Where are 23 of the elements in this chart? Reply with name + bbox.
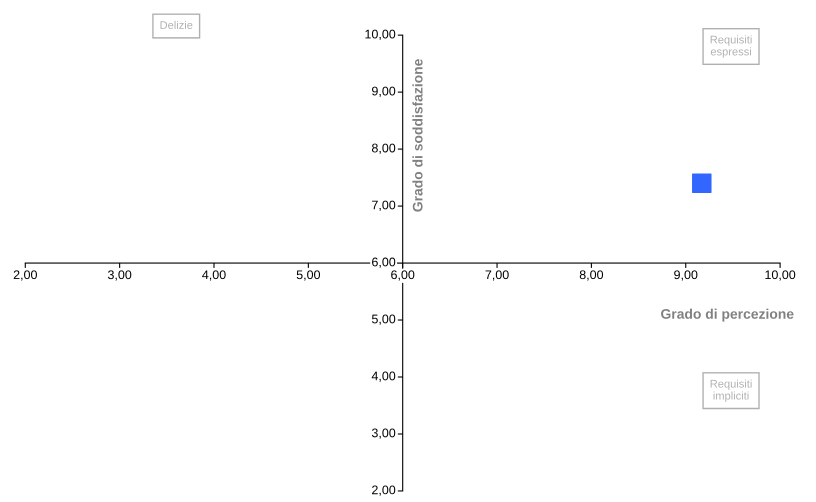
y-tick-label: 8,00 xyxy=(372,144,396,154)
y-tick-label: 9,00 xyxy=(372,86,396,97)
x-tick-label: 6,00 xyxy=(391,270,414,281)
y-tick-label: 4,00 xyxy=(372,372,396,382)
x-tick-label: 5,00 xyxy=(296,270,320,281)
annotation: Requisiti espressi xyxy=(710,35,752,58)
x-tick-label: 4,00 xyxy=(202,270,226,281)
x-tick-label: 8,00 xyxy=(580,270,604,281)
annotation: Requisiti impliciti xyxy=(710,380,752,402)
y-tick-label: 6,00 xyxy=(372,258,396,268)
x-tick-label: 3,00 xyxy=(108,270,132,281)
y-tick-label: 3,00 xyxy=(372,428,396,439)
x-axis-title: Grado di percezione xyxy=(661,308,794,322)
y-tick-label: 10,00 xyxy=(365,30,396,40)
y-tick-label: 2,00 xyxy=(372,485,396,496)
x-tick-label: 10,00 xyxy=(765,270,796,281)
x-tick-label: 2,00 xyxy=(14,270,37,281)
y-tick-label: 5,00 xyxy=(372,314,396,325)
y-axis-title: Grado di soddisfazione xyxy=(412,59,423,212)
y-tick-label: 7,00 xyxy=(372,200,396,211)
x-tick-label: 9,00 xyxy=(674,270,698,281)
text: Delizie xyxy=(160,20,192,30)
x-tick-label: 7,00 xyxy=(486,270,509,281)
